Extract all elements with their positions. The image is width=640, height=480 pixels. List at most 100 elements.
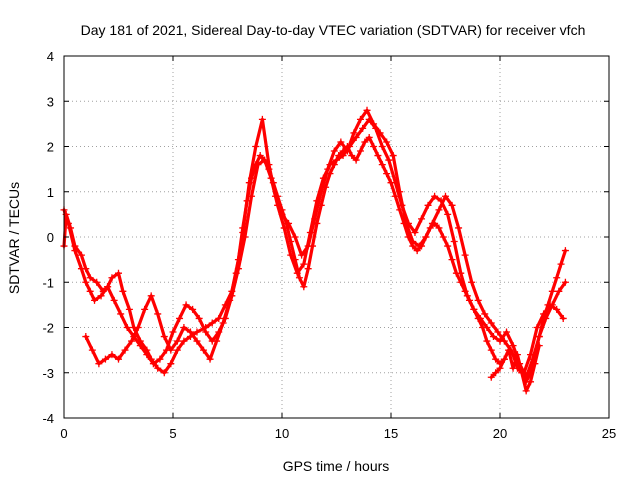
data-point [402,219,410,227]
data-point [64,219,72,227]
data-point [213,337,221,345]
data-point [108,351,116,359]
data-point [206,355,214,363]
data-point [383,138,391,146]
data-point [82,333,90,341]
data-point [531,360,539,368]
data-point [160,333,168,341]
data-point [232,269,240,277]
data-point [291,233,299,241]
data-point [295,274,303,282]
series-track-3 [82,106,567,377]
data-point [455,224,463,232]
data-point [247,192,255,200]
data-point [200,346,208,354]
data-point [300,260,308,268]
data-point [110,296,118,304]
data-point [287,251,295,259]
data-point [160,369,168,377]
data-point [356,147,364,155]
y-tick-label: 0 [47,230,54,245]
data-point [439,233,447,241]
data-point [97,292,105,300]
data-point [350,129,358,137]
data-point [476,314,484,322]
data-point [285,219,293,227]
data-point [317,188,325,196]
data-point [141,305,149,313]
data-point [361,138,369,146]
data-point [383,170,391,178]
data-point [173,346,181,354]
data-point [474,296,482,304]
data-point [483,324,491,331]
data-point [195,314,203,322]
data-point [431,192,439,200]
data-point [186,328,194,336]
data-series [60,106,569,395]
data-point [518,369,526,377]
data-point [149,360,157,368]
data-point [95,360,103,368]
data-point [492,369,500,377]
data-point [487,319,495,327]
x-axis-label: GPS time / hours [283,458,390,474]
data-point [450,238,458,246]
data-point [442,192,449,200]
data-point [330,147,338,155]
y-tick-label: -1 [42,275,54,290]
data-point [540,310,548,318]
y-tick-label: -3 [42,366,54,381]
data-point [189,305,197,313]
data-point [494,328,502,336]
data-point [123,324,131,331]
data-point [559,314,567,322]
data-point [252,143,260,150]
data-point [128,337,136,345]
data-point [143,351,151,359]
data-point [121,346,129,354]
data-point [167,346,175,354]
data-point [513,351,521,359]
data-point [278,210,286,218]
data-point [258,115,266,123]
data-point [542,314,550,322]
x-tick-label: 10 [275,426,289,441]
data-point [487,346,495,354]
data-point [468,278,476,286]
y-axis-label: SDTVAR / TECUs [6,182,22,294]
data-point [370,120,378,128]
data-point [448,256,456,264]
data-point [104,283,112,291]
data-point [461,251,469,259]
data-point [265,161,273,169]
data-point [147,292,155,300]
y-tick-label: 1 [47,185,54,200]
data-point [88,346,96,354]
data-point [370,143,378,150]
data-point [376,129,384,137]
data-point [173,337,181,345]
data-point [500,337,508,345]
data-point [115,355,122,363]
data-point [548,287,556,295]
data-point [535,333,543,341]
data-point [470,305,478,313]
data-point [77,265,85,273]
y-tick-label: 4 [47,49,54,64]
data-point [193,328,201,336]
data-point [489,333,497,341]
data-point [527,351,535,359]
data-point [293,269,301,277]
chart-title: Day 181 of 2021, Sidereal Day-to-day VTE… [81,22,586,38]
data-point [505,346,513,354]
series-line [489,344,541,393]
data-point [522,387,530,395]
data-point [91,296,99,304]
data-point [413,247,421,255]
data-point [311,215,319,223]
data-point [86,274,94,282]
data-point [546,301,554,309]
data-point [134,324,142,331]
data-point [415,242,423,250]
